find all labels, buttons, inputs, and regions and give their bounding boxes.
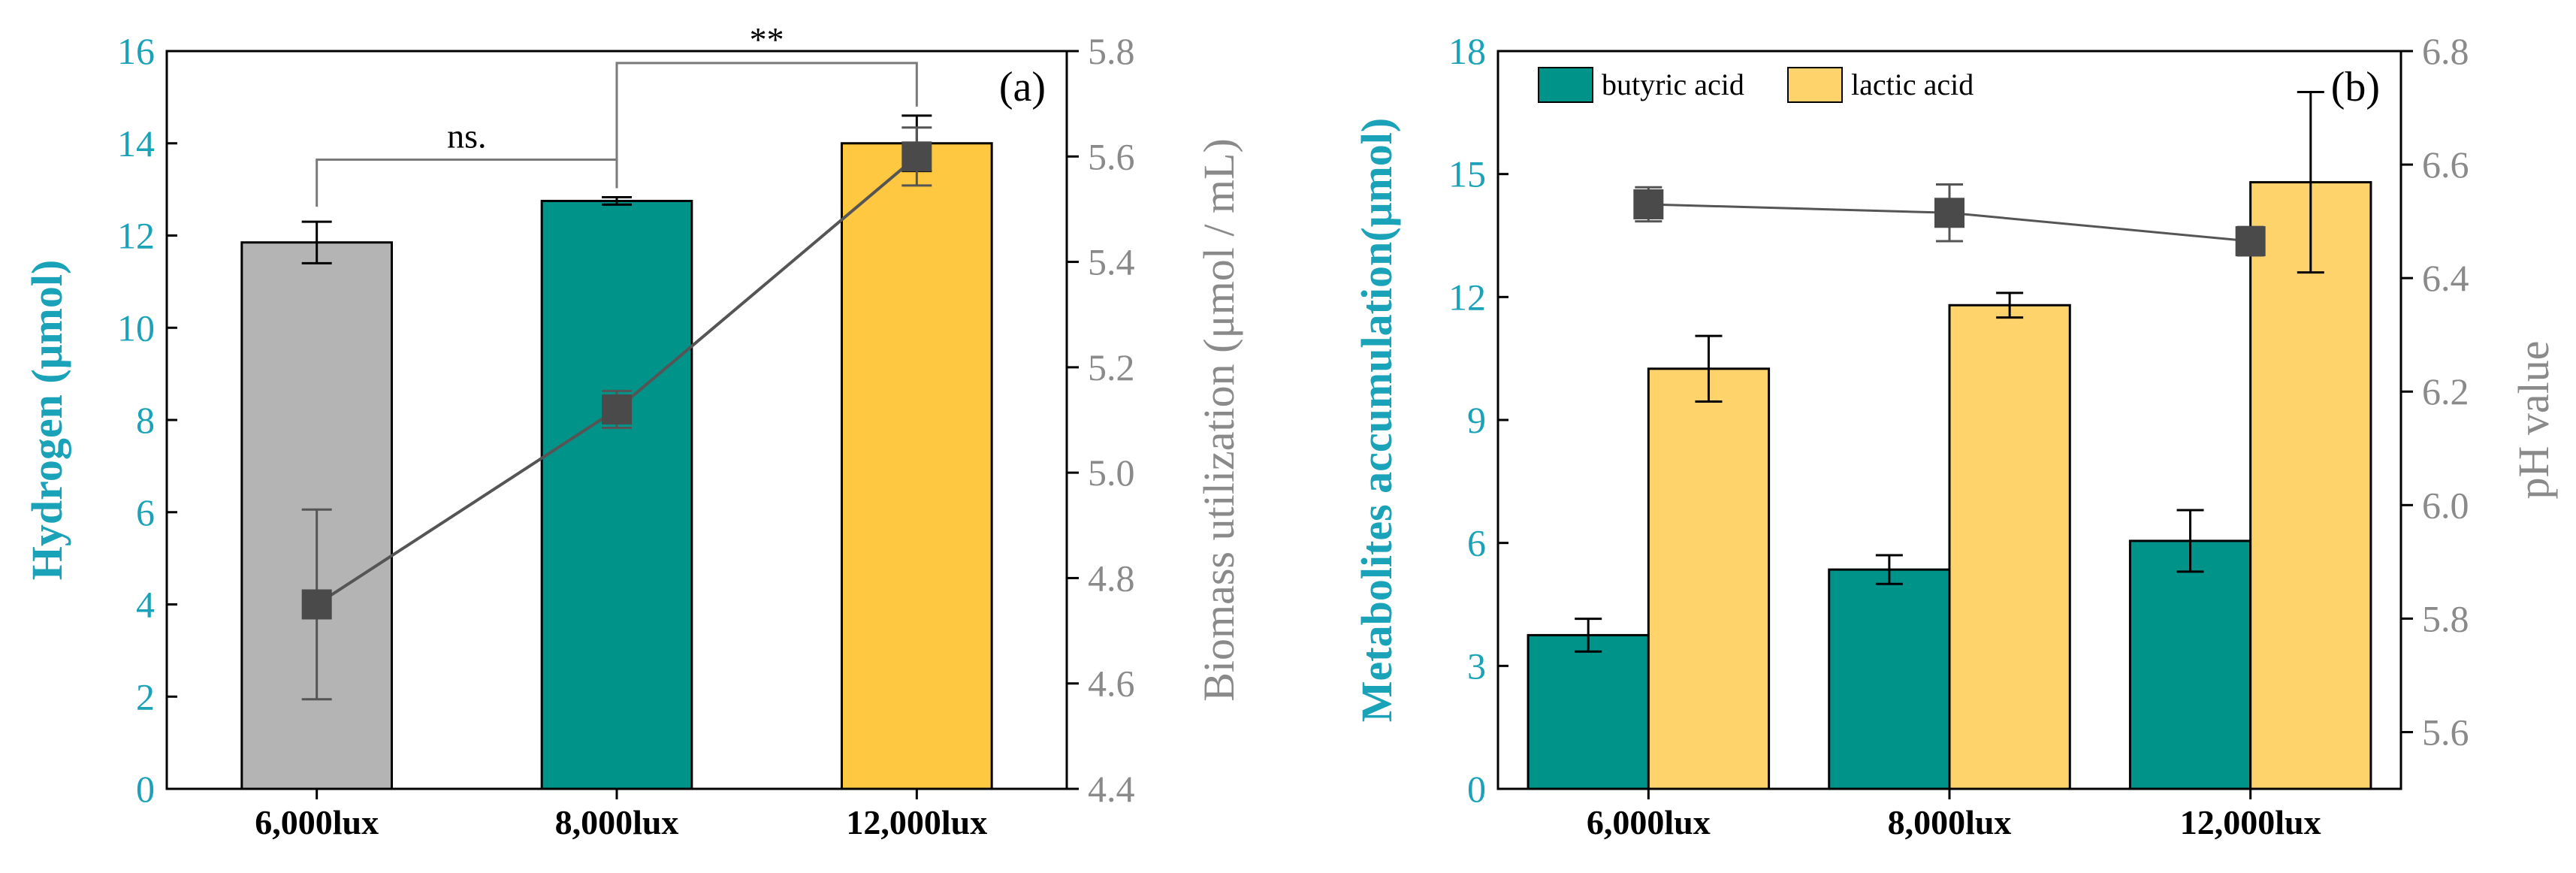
panel-b-y-tick-label: 18 [1448, 30, 1486, 72]
bar-hydrogen-3 [841, 142, 993, 790]
panel-a-y-tick-label: 16 [117, 30, 155, 72]
biomass-point-2 [602, 394, 632, 424]
panel-a-x-axis: 6,000lux 8,000lux 12,000lux [255, 789, 987, 841]
panel-a-y-tick-label: 8 [136, 399, 155, 441]
panel-a-y2-tick-label: 5.2 [1088, 346, 1135, 388]
panel-a-label: (a) [999, 64, 1046, 110]
panel-b-y-tick-label: 15 [1448, 153, 1486, 195]
panel-b-y-tick-label: 6 [1467, 522, 1486, 564]
panel-a-y-tick-label: 0 [136, 768, 155, 810]
panel-b-x-tick-label: 8,000lux [1888, 803, 2012, 841]
panel-b-y2-tick-label: 6.0 [2422, 484, 2469, 526]
panel-b-y2-axis-label: pH value [2509, 341, 2558, 500]
panel-b-line-series [1633, 183, 2266, 257]
panel-b-legend: butyric acid lactic acid [1538, 67, 1974, 103]
bar-hydrogen-2 [540, 199, 693, 790]
legend-label-butyric-acid: butyric acid [1602, 68, 1744, 101]
panel-b-y2-tick-label: 6.6 [2422, 143, 2469, 186]
panel-b-y2-tick-label: 6.8 [2422, 30, 2469, 72]
bar-butyric-acid-3 [2128, 539, 2252, 790]
panel-b-y-tick-label: 9 [1467, 399, 1486, 441]
panel-b-x-axis: 6,000lux 8,000lux 12,000lux [1587, 789, 2321, 841]
legend-label-lactic-acid: lactic acid [1851, 68, 1974, 101]
panel-b-y-tick-label: 12 [1448, 276, 1486, 318]
panel-a-y2-tick-label: 5.8 [1088, 30, 1135, 72]
panel-a-y2-axis-label: Biomass utilization (μmol / mL) [1194, 138, 1243, 702]
panel-b-left-axis: 0 3 6 9 12 15 18 [1448, 30, 1508, 810]
panel-a-x-tick-label: 8,000lux [555, 803, 679, 841]
panel-b-x-tick-label: 12,000lux [2180, 803, 2321, 841]
panel-a-y-tick-label: 2 [136, 675, 155, 717]
panel-b-y2-tick-label: 6.2 [2422, 370, 2469, 412]
panel-a-x-tick-label: 6,000lux [255, 803, 379, 841]
panel-a-left-axis: 0 2 4 6 8 10 12 14 16 [117, 30, 177, 810]
panel-a-y-axis-label: Hydrogen (μmol) [23, 260, 71, 581]
panel-a-y-tick-label: 6 [136, 491, 155, 533]
panel-a-right-axis: 4.4 4.6 4.8 5.0 5.2 5.4 5.6 5.8 [1067, 30, 1135, 810]
panel-a-y2-tick-label: 4.8 [1088, 557, 1135, 599]
panel-b-y2-tick-label: 6.4 [2422, 257, 2469, 299]
panel-b-right-axis: 5.6 5.8 6.0 6.2 6.4 6.6 6.8 [2401, 30, 2469, 753]
panel-b: 0 3 6 9 12 15 18 5.6 5.8 6.0 6.2 6.4 6.6 6.8 6,000lu… [1352, 30, 2558, 841]
panel-a-y2-tick-label: 4.4 [1088, 768, 1135, 810]
significance-label-1: ns. [447, 117, 486, 156]
bar-butyric-acid-1 [1527, 633, 1650, 790]
panel-b-bars [1527, 181, 2372, 790]
significance-label-2: ** [750, 20, 784, 59]
panel-b-x-tick-label: 6,000lux [1587, 803, 1711, 841]
bar-butyric-acid-2 [1828, 568, 1951, 790]
panel-b-y-tick-label: 3 [1467, 645, 1486, 687]
panel-a-y-tick-label: 14 [117, 122, 155, 165]
panel-b-y2-tick-label: 5.6 [2422, 711, 2469, 753]
panel-a-x-tick-label: 12,000lux [846, 803, 987, 841]
panel-b-y-tick-label: 0 [1467, 768, 1486, 810]
significance-bracket-2 [615, 62, 918, 183]
biomass-point-1 [301, 589, 332, 620]
panel-a-y-tick-label: 10 [117, 307, 155, 349]
panel-a-y2-tick-label: 5.6 [1088, 135, 1135, 177]
ph-point-1 [1633, 189, 1664, 219]
panel-a-significance: ns. ** [316, 20, 918, 207]
panel-a-y2-tick-label: 5.4 [1088, 241, 1135, 283]
biomass-point-3 [901, 141, 932, 172]
panel-a-y2-tick-label: 4.6 [1088, 663, 1135, 705]
legend-swatch-butyric-acid [1538, 67, 1593, 103]
panel-b-y2-tick-label: 5.8 [2422, 597, 2469, 639]
panel-b-y-axis-label: Metabolites accumulation(μmol) [1352, 118, 1401, 722]
panel-b-bar-errors [1575, 91, 2324, 653]
panel-a-y-tick-label: 12 [117, 215, 155, 257]
panel-b-label: (b) [2331, 64, 2380, 110]
panel-a-line-series [301, 126, 932, 701]
bar-lactic-acid-2 [1948, 304, 2071, 790]
panel-a-y-tick-label: 4 [136, 584, 155, 626]
panel-a-y2-tick-label: 5.0 [1088, 452, 1135, 494]
bar-lactic-acid-1 [1647, 367, 1771, 790]
panel-a: ns. ** 0 2 4 6 8 10 12 14 16 4.4 4.6 4.8 5.0 5.2 5.4 5.… [23, 20, 1243, 841]
ph-point-2 [1934, 198, 1964, 228]
ph-point-3 [2235, 226, 2266, 257]
legend-swatch-lactic-acid [1787, 67, 1843, 103]
